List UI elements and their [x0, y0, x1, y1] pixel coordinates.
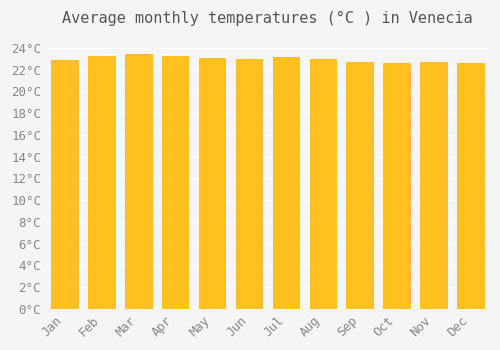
Bar: [162, 56, 188, 309]
Bar: [199, 58, 226, 309]
Bar: [420, 62, 447, 309]
Bar: [310, 59, 336, 309]
Bar: [384, 63, 410, 309]
Bar: [88, 56, 115, 309]
Bar: [457, 63, 483, 309]
Bar: [272, 57, 299, 309]
Bar: [346, 62, 373, 309]
Bar: [51, 60, 78, 309]
Title: Average monthly temperatures (°C ) in Venecia: Average monthly temperatures (°C ) in Ve…: [62, 11, 472, 26]
Bar: [236, 59, 262, 309]
Bar: [125, 54, 152, 309]
